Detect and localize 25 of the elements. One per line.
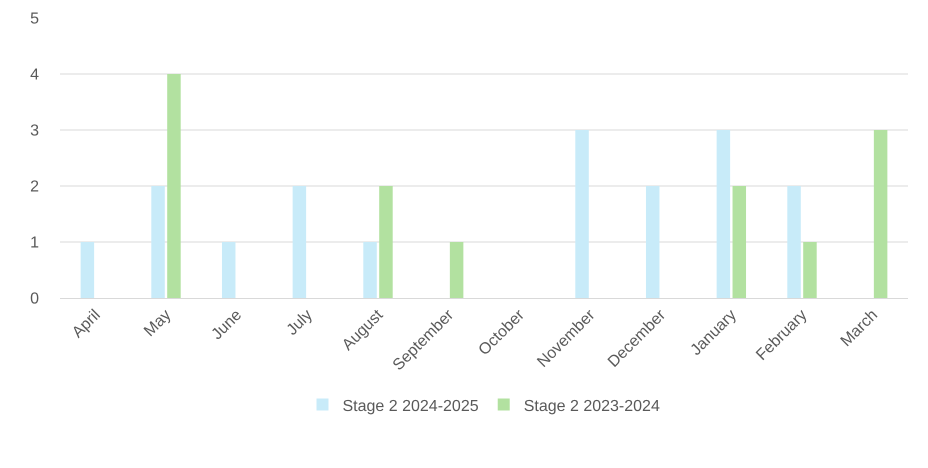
y-tick-label: 5 (30, 10, 40, 28)
bar (646, 186, 660, 298)
bar (803, 242, 817, 298)
legend-label: Stage 2 2023-2024 (524, 398, 660, 415)
bar (379, 186, 393, 298)
bar (450, 242, 464, 298)
bar (151, 186, 165, 298)
y-tick-label: 2 (30, 178, 40, 196)
bar (363, 242, 377, 298)
x-tick-label: May (141, 306, 174, 340)
y-tick-label: 4 (30, 66, 40, 84)
bar (787, 186, 801, 298)
bar (732, 186, 746, 298)
y-tick-label: 1 (30, 234, 40, 252)
bar (167, 74, 181, 298)
bar (80, 242, 94, 298)
bar (222, 242, 236, 298)
bar (874, 130, 888, 298)
bar (575, 130, 589, 298)
legend-label: Stage 2 2024-2025 (342, 398, 479, 415)
bar (716, 130, 730, 298)
x-tick-label: July (284, 306, 316, 339)
y-tick-label: 0 (30, 290, 40, 308)
y-tick-label: 3 (30, 122, 40, 140)
bar (292, 186, 306, 298)
